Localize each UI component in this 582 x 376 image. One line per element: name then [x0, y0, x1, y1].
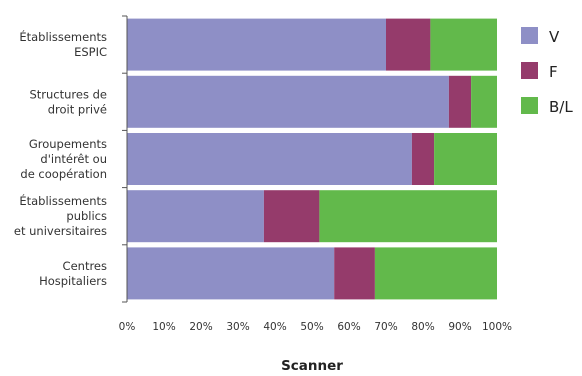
bar-segment-bl-3: [319, 190, 497, 243]
category-label: Établissements publics et universitaires: [14, 193, 107, 238]
category-label-line: d'intérêt ou: [40, 152, 107, 166]
category-label-line: droit privé: [48, 102, 107, 116]
legend-swatch: [521, 62, 538, 79]
category-label-line: Structures de: [29, 87, 107, 101]
category-label-line: Hospitaliers: [39, 274, 107, 288]
category-label: Groupements d'intérêt ou de coopération: [20, 137, 107, 181]
legend-swatch: [521, 97, 538, 114]
category-label-line: Établissements: [19, 193, 107, 208]
bar-segment-f-0: [386, 18, 431, 71]
legend-label: F: [549, 63, 558, 81]
x-tick-label: 0%: [119, 321, 136, 333]
category-label-line: de coopération: [20, 167, 107, 181]
x-tick-label: 60%: [337, 321, 360, 333]
x-tick-label: 30%: [226, 321, 249, 333]
category-label-line: et universitaires: [14, 224, 107, 238]
category-label-line: Centres: [63, 259, 107, 273]
category-label: Centres Hospitaliers: [39, 259, 107, 288]
category-label-line: Établissements: [19, 29, 107, 44]
bar-segment-v-4: [127, 247, 335, 300]
bar-segment-f-4: [334, 247, 375, 300]
x-tick-label: 20%: [189, 321, 212, 333]
bar-segment-v-2: [127, 133, 412, 185]
x-tick-label: 40%: [263, 321, 286, 333]
legend-label: B/L: [549, 98, 573, 116]
category-label: Établissements ESPIC: [19, 29, 107, 59]
category-label: Structures de droit privé: [29, 87, 107, 116]
bar-segment-bl-1: [471, 75, 497, 128]
legend: VF B/L: [521, 27, 573, 116]
x-tick-label: 70%: [374, 321, 397, 333]
x-tick-label: 90%: [448, 321, 471, 333]
category-label-line: Groupements: [29, 137, 107, 151]
bar-segment-f-3: [263, 190, 320, 243]
x-tick-label: 100%: [482, 321, 512, 333]
legend-swatch: [521, 27, 538, 44]
bar-segment-v-1: [127, 75, 449, 128]
bar-segment-bl-2: [434, 133, 497, 185]
category-label-line: ESPIC: [74, 45, 107, 59]
legend-label: V: [549, 28, 560, 46]
bar-segment-f-2: [411, 133, 435, 185]
x-axis-label: Scanner: [281, 358, 343, 372]
bar-segment-f-1: [448, 75, 472, 128]
category-label-line: publics: [66, 209, 107, 223]
bar-segment-bl-0: [430, 18, 497, 71]
x-tick-label: 80%: [411, 321, 434, 333]
bar-segment-v-3: [127, 190, 264, 243]
x-tick-label: 50%: [300, 321, 323, 333]
bar-segment-v-0: [127, 18, 386, 71]
x-tick-labels: 0% 10% 20% 30% 40% 50% 60% 70% 80% 90% 100%: [119, 321, 512, 333]
axis-layer: [122, 15, 128, 303]
bars-layer: [127, 18, 497, 300]
bar-segment-bl-4: [374, 247, 497, 300]
x-tick-label: 10%: [152, 321, 175, 333]
